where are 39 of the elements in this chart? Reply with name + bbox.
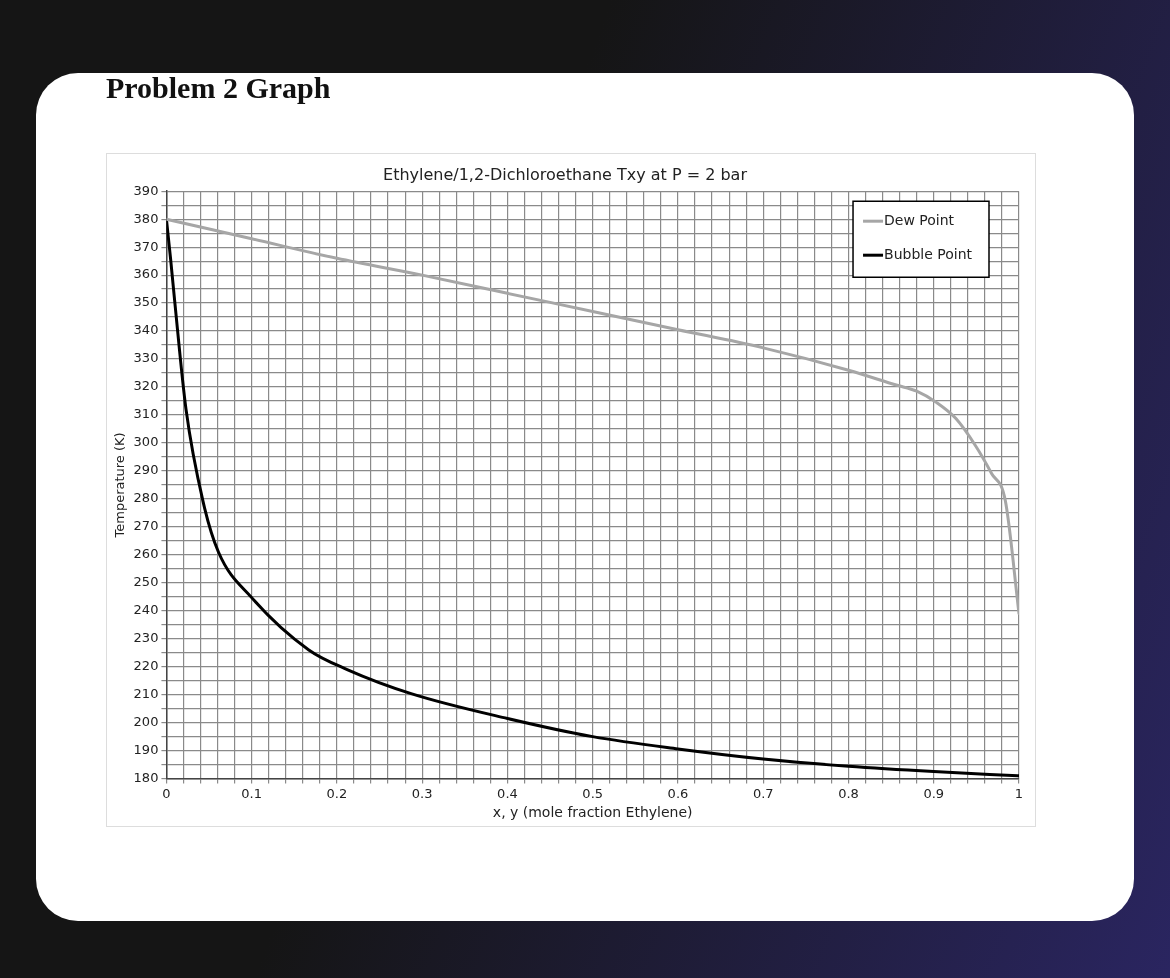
chart-subtitle: Ethylene/1,2-Dichloroethane Txy at P = 2 bar [383, 164, 748, 184]
y-tick-label: 300 [133, 434, 159, 450]
x-tick-label: 0.3 [411, 785, 433, 801]
y-tick-label: 330 [133, 350, 159, 366]
x-tick-label: 1 [1014, 785, 1024, 801]
y-tick-label: 290 [133, 462, 159, 478]
y-tick-label: 350 [133, 294, 159, 310]
y-tick-label: 280 [133, 490, 159, 506]
y-tick-label: 380 [133, 210, 159, 226]
y-tick-label: 200 [133, 714, 159, 730]
y-tick-label: 220 [133, 658, 159, 674]
y-axis-title: Temperature (K) [112, 432, 128, 539]
legend-label: Bubble Point [884, 245, 973, 262]
y-tick-label: 210 [133, 686, 159, 702]
x-tick-label: 0.7 [752, 785, 774, 801]
y-tick-label: 240 [133, 602, 159, 618]
x-axis-title: x, y (mole fraction Ethylene) [492, 804, 693, 821]
y-tick-label: 340 [133, 322, 159, 338]
x-tick-label: 0.6 [667, 785, 689, 801]
y-tick-label: 260 [133, 546, 159, 562]
y-tick-label: 390 [133, 182, 159, 198]
y-tick-label: 190 [133, 742, 159, 757]
x-tick-label: 0 [162, 785, 171, 801]
x-tick-label: 0.2 [326, 785, 348, 801]
y-tick-label: 320 [133, 378, 159, 394]
y-tick-label: 250 [133, 574, 159, 590]
y-tick-label: 180 [133, 769, 159, 785]
y-tick-label: 310 [133, 406, 159, 422]
x-tick-label: 0.8 [838, 785, 859, 801]
y-tick-label: 230 [133, 630, 159, 646]
x-tick-label: 0.1 [241, 785, 263, 801]
y-tick-label: 270 [133, 518, 159, 534]
x-tick-label: 0.4 [497, 785, 518, 801]
x-tick-label: 0.5 [582, 785, 604, 801]
y-tick-label: 370 [133, 238, 159, 254]
legend-label: Dew Point [884, 211, 955, 228]
x-tick-label: 0.9 [923, 785, 945, 801]
y-tick-label: 360 [133, 266, 159, 282]
chart-title: Problem 2 Graph [106, 71, 331, 105]
